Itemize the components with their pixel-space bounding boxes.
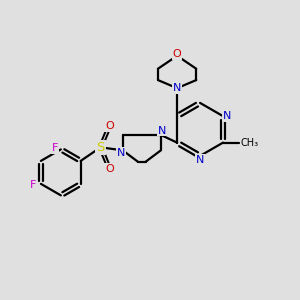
Text: S: S: [96, 141, 105, 154]
Text: N: N: [117, 148, 125, 158]
Text: O: O: [105, 164, 114, 173]
Text: O: O: [105, 121, 114, 131]
Text: N: N: [223, 111, 232, 121]
Text: N: N: [158, 126, 166, 136]
Text: O: O: [173, 49, 182, 59]
Text: N: N: [173, 83, 181, 93]
Text: N: N: [196, 155, 204, 165]
Text: F: F: [29, 180, 36, 190]
Text: F: F: [52, 143, 58, 153]
Text: CH₃: CH₃: [241, 138, 259, 148]
